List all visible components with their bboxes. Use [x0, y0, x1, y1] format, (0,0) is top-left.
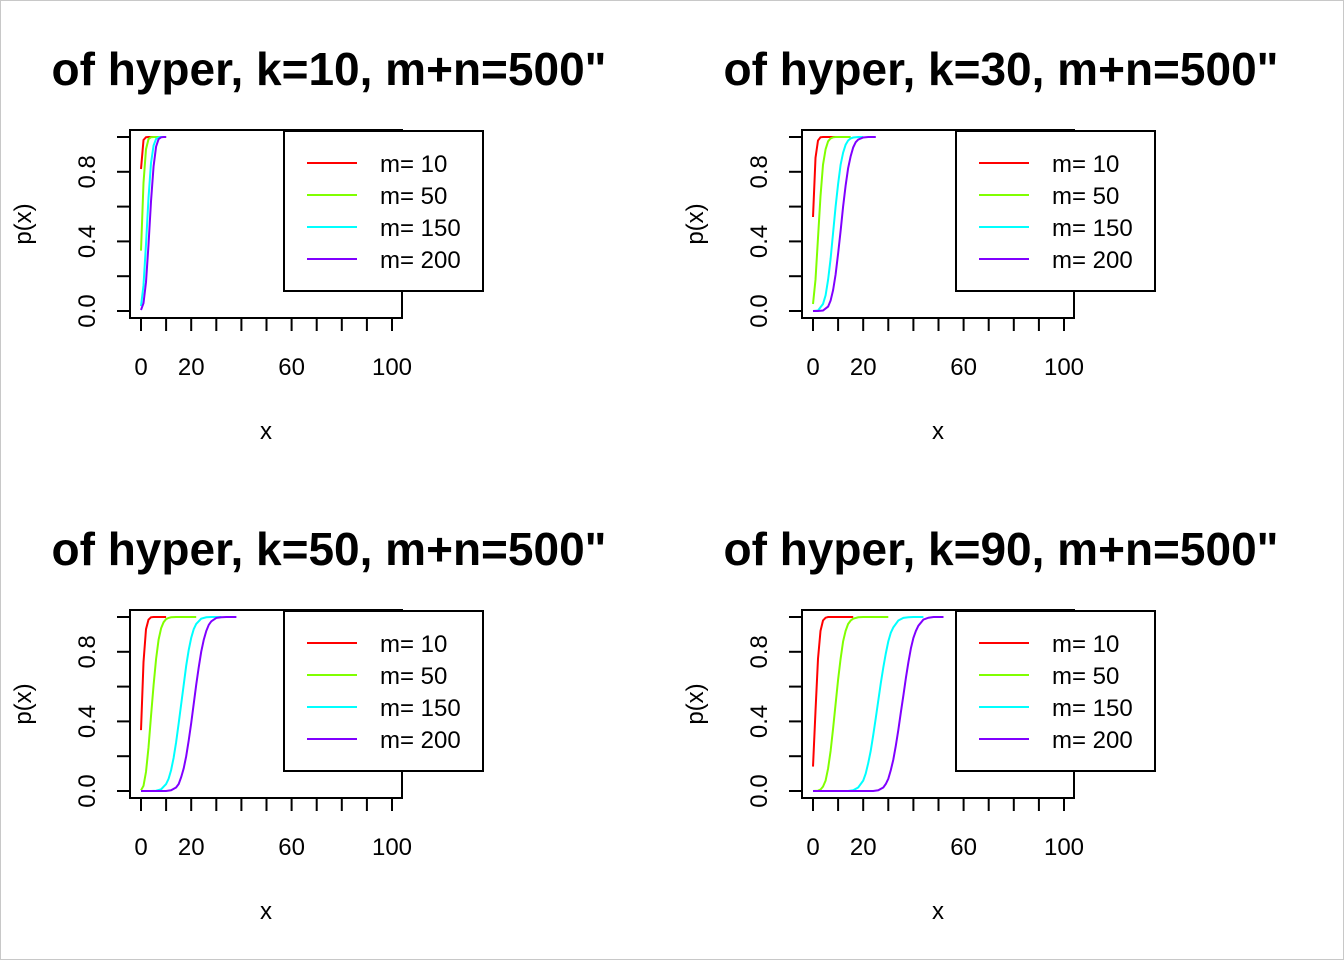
legend-box [283, 610, 484, 772]
y-tick-label: 0.0 [74, 294, 101, 327]
x-tick-label: 60 [950, 354, 977, 381]
x-axis-label: x [932, 898, 944, 925]
legend: m= 10 m= 50 m= 150 m= 200 [955, 130, 1156, 292]
legend-label: m= 150 [380, 215, 461, 242]
series-line [140, 136, 167, 311]
x-tick-label: 0 [134, 834, 147, 861]
legend-label: m= 200 [380, 247, 461, 274]
series-line [140, 136, 167, 251]
legend-label: m= 10 [1052, 151, 1119, 178]
legend-label: m= 150 [380, 695, 461, 722]
x-tick-label: 100 [372, 834, 412, 861]
y-axis-label: p(x) [682, 683, 709, 724]
legend: m= 10 m= 50 m= 150 m= 200 [283, 610, 484, 772]
legend-label: m= 10 [380, 631, 447, 658]
legend-box [955, 130, 1156, 292]
x-tick-label: 0 [134, 354, 147, 381]
series-line [813, 136, 876, 312]
y-axis-label: p(x) [10, 683, 37, 724]
chart-panel-2: of hyper, k=30, m+n=500" 0 20 60 100 0.0 0.4 0.… [682, 43, 1278, 445]
chart-title: of hyper, k=10, m+n=500" [52, 43, 607, 95]
legend-label: m= 50 [380, 663, 447, 690]
legend-label: m= 150 [1052, 215, 1133, 242]
y-tick-label: 0.8 [74, 155, 101, 188]
chart-panel-1: of hyper, k=10, m+n=500" 0 20 60 100 0.0 0.4 0.… [10, 43, 606, 445]
legend-label: m= 200 [1052, 247, 1133, 274]
y-axis-label: p(x) [10, 203, 37, 244]
chart-title: of hyper, k=30, m+n=500" [724, 43, 1279, 95]
x-tick-label: 0 [806, 354, 819, 381]
chart-panel-4: of hyper, k=90, m+n=500" 0 20 60 100 0.0 0.4 0.… [682, 523, 1278, 925]
legend: m= 10 m= 50 m= 150 m= 200 [955, 610, 1156, 772]
x-tick-label: 20 [178, 354, 205, 381]
y-tick-label: 0.4 [746, 225, 773, 258]
x-tick-label: 60 [278, 834, 305, 861]
legend-label: m= 150 [1052, 695, 1133, 722]
series-line [812, 136, 864, 312]
x-axis-label: x [932, 418, 944, 445]
x-tick-label: 100 [1044, 834, 1084, 861]
x-tick-label: 100 [372, 354, 412, 381]
legend-box [955, 610, 1156, 772]
legend: m= 10 m= 50 m= 150 m= 200 [283, 130, 484, 292]
series-line [813, 616, 924, 792]
legend-label: m= 50 [380, 183, 447, 210]
y-tick-label: 0.4 [74, 225, 101, 258]
legend-label: m= 200 [380, 727, 461, 754]
series-line [140, 616, 197, 791]
x-axis-label: x [260, 418, 272, 445]
series-line [140, 616, 167, 731]
chart-title: of hyper, k=90, m+n=500" [724, 523, 1279, 575]
y-tick-label: 0.4 [74, 705, 101, 738]
x-axis-label: x [260, 898, 272, 925]
legend-label: m= 200 [1052, 727, 1133, 754]
series-line [812, 616, 889, 792]
x-tick-label: 0 [806, 834, 819, 861]
legend-label: m= 10 [1052, 631, 1119, 658]
legend-box [283, 130, 484, 292]
y-tick-label: 0.8 [74, 635, 101, 668]
series-line [141, 616, 237, 792]
x-tick-label: 100 [1044, 354, 1084, 381]
legend-label: m= 10 [380, 151, 447, 178]
y-tick-label: 0.0 [746, 774, 773, 807]
chart-panel-3: of hyper, k=50, m+n=500" 0 20 60 100 0.0 0.4 0.… [10, 523, 606, 925]
series-line [812, 616, 854, 767]
x-tick-label: 20 [850, 354, 877, 381]
y-tick-label: 0.0 [74, 774, 101, 807]
x-tick-label: 20 [850, 834, 877, 861]
series-line [141, 616, 222, 792]
x-tick-label: 60 [950, 834, 977, 861]
legend-label: m= 50 [1052, 183, 1119, 210]
series-line [812, 136, 851, 305]
y-tick-label: 0.8 [746, 155, 773, 188]
x-tick-label: 20 [178, 834, 205, 861]
y-tick-label: 0.8 [746, 635, 773, 668]
y-tick-label: 0.4 [746, 705, 773, 738]
y-axis-label: p(x) [682, 203, 709, 244]
series-line [813, 616, 944, 792]
chart-title: of hyper, k=50, m+n=500" [52, 523, 607, 575]
y-tick-label: 0.0 [746, 294, 773, 327]
legend-label: m= 50 [1052, 663, 1119, 690]
x-tick-label: 60 [278, 354, 305, 381]
